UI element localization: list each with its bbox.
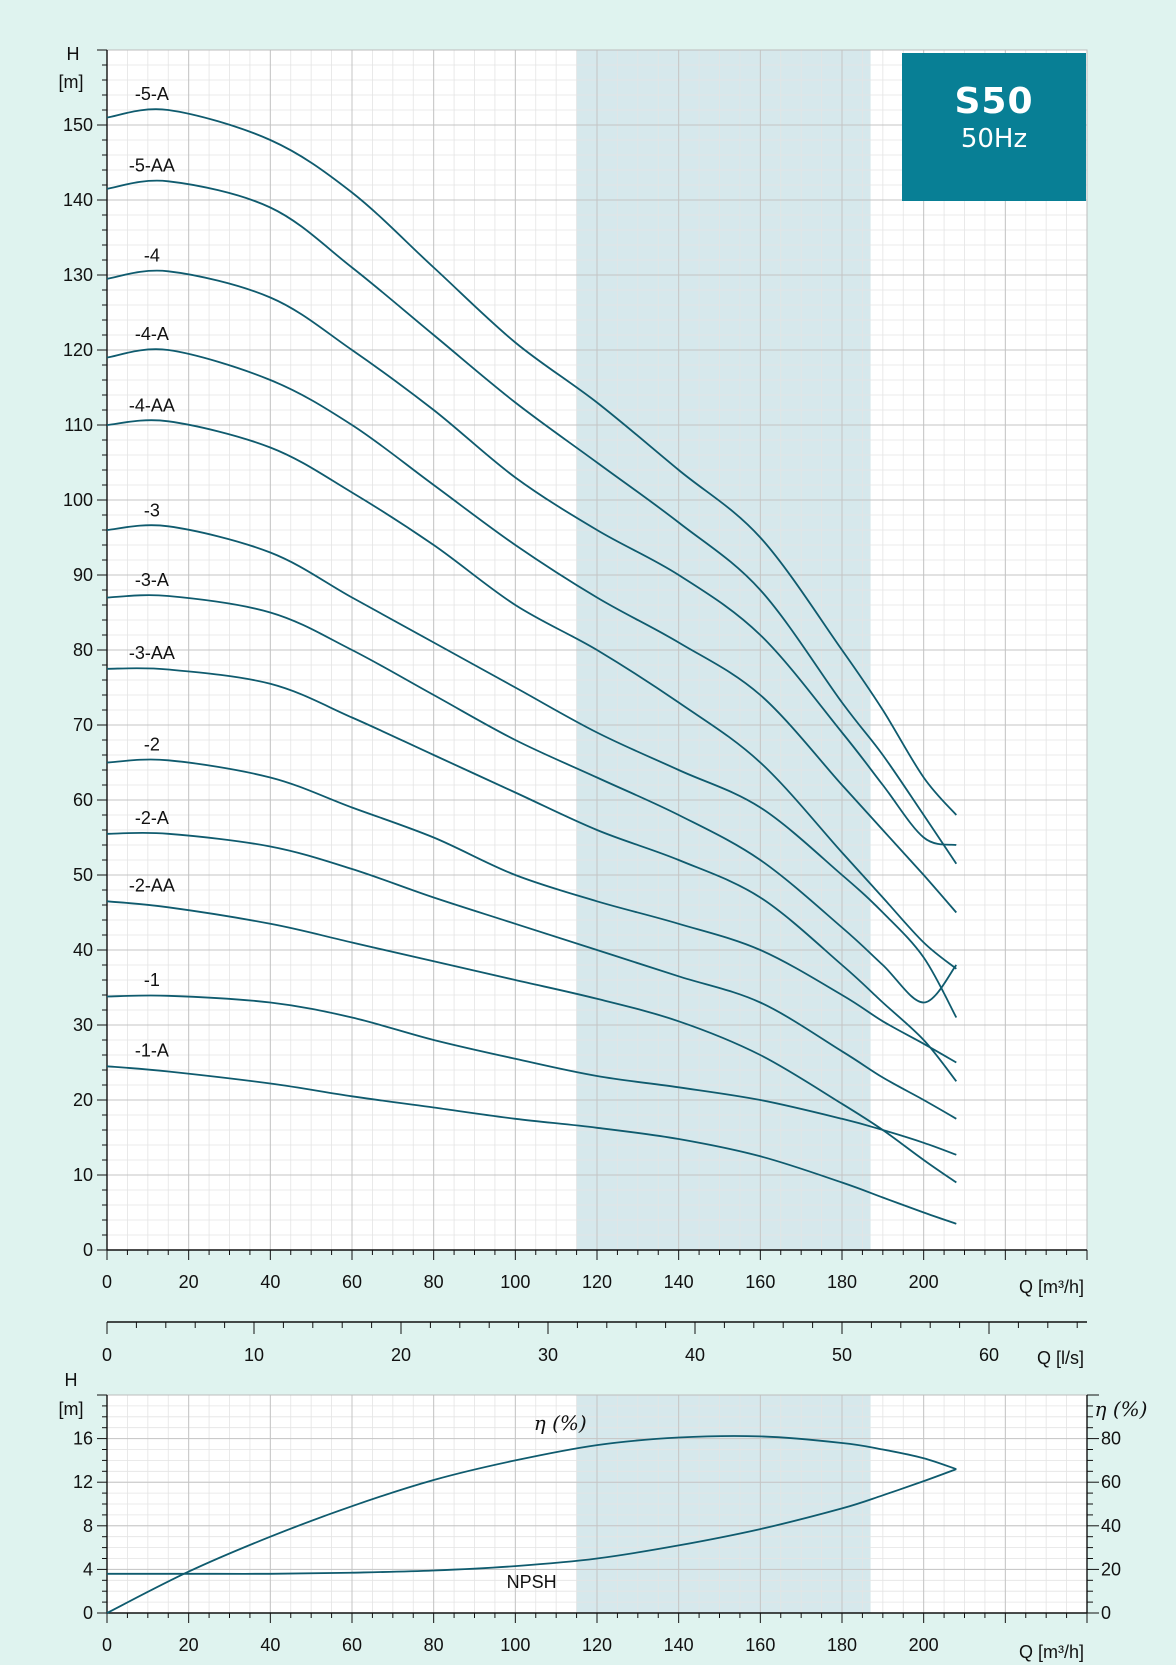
efficiency-curve	[106, 1435, 957, 1614]
x-tick-label: 0	[102, 1272, 112, 1292]
lower-x-axis-label: Q [m³/h]	[1019, 1642, 1084, 1662]
curve--5-A	[106, 108, 957, 816]
lower-y-tick-label: 0	[83, 1603, 93, 1623]
lower-x-tick-label: 20	[179, 1635, 199, 1655]
lower-x-tick-label: 120	[582, 1635, 612, 1655]
y-tick-label: 140	[63, 190, 93, 210]
curve--2-AA	[106, 900, 957, 1184]
lower-x-tick-label: 200	[909, 1635, 939, 1655]
x-tick-label: 180	[827, 1272, 857, 1292]
curve-label: -2	[144, 734, 160, 754]
y-tick-label: 120	[63, 340, 93, 360]
y-tick-label: 70	[73, 715, 93, 735]
curve--4-AA	[106, 419, 957, 970]
lower-y-axis-label: H	[65, 1370, 78, 1390]
curve--2-A	[106, 831, 957, 1120]
curve-label: -2-AA	[129, 875, 175, 895]
curve--3-A	[106, 594, 958, 1004]
model-badge: S50 50Hz	[902, 53, 1086, 201]
secondary-x-axis-label: Q [l/s]	[1037, 1348, 1084, 1368]
y-tick-label: 40	[73, 940, 93, 960]
curve-label: -5-A	[135, 84, 169, 104]
y-tick-label: 80	[73, 640, 93, 660]
lower-y2-tick-label: 40	[1101, 1516, 1121, 1536]
lower-y2-tick-label: 60	[1101, 1472, 1121, 1492]
npsh-curve	[106, 1468, 957, 1575]
lower-y2-axis-label: η (%)	[1095, 1397, 1148, 1421]
x-tick-label: 120	[582, 1272, 612, 1292]
secondary-x-tick-label: 30	[538, 1345, 558, 1365]
secondary-x-tick-label: 60	[979, 1345, 999, 1365]
x-tick-label: 200	[909, 1272, 939, 1292]
lower-x-tick-label: 60	[342, 1635, 362, 1655]
lower-y-axis-unit: [m]	[59, 1399, 84, 1419]
y-tick-label: 50	[73, 865, 93, 885]
curve--4	[106, 269, 957, 846]
lower-x-tick-label: 80	[424, 1635, 444, 1655]
curve-label: -5-AA	[129, 155, 175, 175]
lower-y-tick-label: 4	[83, 1559, 93, 1579]
curve-label: -3-AA	[129, 643, 175, 663]
lower-y-tick-label: 8	[83, 1516, 93, 1536]
secondary-x-tick-label: 40	[685, 1345, 705, 1365]
curve--3	[106, 524, 958, 1018]
curve-label: -4-A	[135, 324, 169, 344]
x-tick-label: 40	[260, 1272, 280, 1292]
lower-y2-tick-label: 80	[1101, 1429, 1121, 1449]
x-tick-label: 80	[424, 1272, 444, 1292]
x-tick-label: 100	[500, 1272, 530, 1292]
lower-y-tick-label: 12	[73, 1472, 93, 1492]
npsh-curve-label: NPSH	[507, 1572, 557, 1592]
y-tick-label: 20	[73, 1090, 93, 1110]
lower-y2-tick-label: 0	[1101, 1603, 1111, 1623]
y-tick-label: 10	[73, 1165, 93, 1185]
curve--1	[106, 994, 957, 1156]
y-tick-label: 30	[73, 1015, 93, 1035]
curve-label: -3	[144, 500, 160, 520]
lower-x-tick-label: 180	[827, 1635, 857, 1655]
curve-label: -1-A	[135, 1040, 169, 1060]
y-axis-label: H	[67, 44, 80, 64]
curve--1-A	[106, 1065, 957, 1225]
x-tick-label: 60	[342, 1272, 362, 1292]
x-tick-label: 20	[179, 1272, 199, 1292]
frequency-label: 50Hz	[960, 124, 1028, 154]
lower-x-tick-label: 0	[102, 1635, 112, 1655]
secondary-x-tick-label: 50	[832, 1345, 852, 1365]
curve--5-AA	[106, 179, 958, 865]
curve--2	[106, 758, 957, 1064]
x-tick-label: 160	[745, 1272, 775, 1292]
model-name: S50	[954, 81, 1034, 122]
y-tick-label: 100	[63, 490, 93, 510]
y-tick-label: 90	[73, 565, 93, 585]
curve-label: -4	[144, 245, 160, 265]
secondary-x-tick-label: 20	[391, 1345, 411, 1365]
y-tick-label: 110	[64, 415, 93, 435]
curve-label: -2-A	[135, 808, 169, 828]
efficiency-curve-label: η (%)	[534, 1411, 587, 1435]
curve--3-AA	[106, 667, 958, 1082]
curve-label: -4-AA	[129, 395, 175, 415]
x-tick-label: 140	[664, 1272, 694, 1292]
curve-label: -3-A	[135, 570, 169, 590]
curve-label: -1	[144, 970, 160, 990]
secondary-x-tick-label: 10	[244, 1345, 264, 1365]
y-tick-label: 60	[73, 790, 93, 810]
x-axis-label: Q [m³/h]	[1019, 1277, 1084, 1297]
lower-x-tick-label: 140	[664, 1635, 694, 1655]
lower-y-tick-label: 16	[73, 1429, 93, 1449]
lower-x-tick-label: 100	[500, 1635, 530, 1655]
y-tick-label: 130	[63, 265, 93, 285]
curve--4-A	[106, 348, 957, 914]
lower-y2-tick-label: 20	[1101, 1559, 1121, 1579]
secondary-x-tick-label: 0	[102, 1345, 112, 1365]
lower-x-tick-label: 40	[260, 1635, 280, 1655]
lower-x-tick-label: 160	[745, 1635, 775, 1655]
y-tick-label: 0	[83, 1240, 93, 1260]
y-tick-label: 150	[63, 115, 93, 135]
y-axis-unit: [m]	[59, 72, 84, 92]
